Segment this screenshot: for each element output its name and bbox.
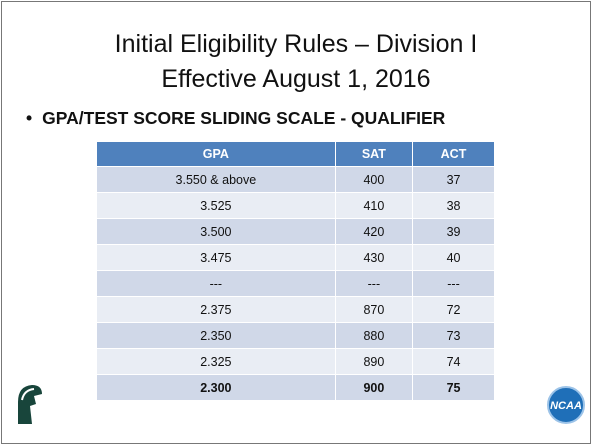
table-cell: 3.475 [96,244,336,271]
column-header: ACT [412,141,495,167]
table-cell: 2.350 [96,322,336,349]
title-line: Effective August 1, 2016 [161,65,431,93]
table-row: 3.500 420 39 [96,218,495,245]
sliding-scale-table: GPA SAT ACT 3.550 & above 400 37 3.525 410 38 3.… [96,141,495,401]
column-header: GPA [96,141,336,167]
table-cell: 37 [412,166,495,193]
table-cell: 890 [334,348,414,375]
table-cell: 400 [334,166,414,193]
table-cell: 3.525 [96,192,336,219]
table-cell: 73 [412,322,495,349]
title-line: Initial Eligibility Rules – Division I [114,30,478,58]
column-header: SAT [334,141,414,167]
table-cell: 39 [412,218,495,245]
table-cell: 410 [334,192,414,219]
header-row: GPA SAT ACT [96,141,495,167]
table-row: 2.350 880 73 [96,322,495,349]
table-cell: 38 [412,192,495,219]
table-row: 2.375 870 72 [96,296,495,323]
table-cell: 430 [334,244,414,271]
ncaa-logo: NCAA [547,386,585,424]
table-cell: 900 [334,374,414,401]
table-body: 3.550 & above 400 37 3.525 410 38 3.500 420 39 3.… [96,166,495,401]
table-row: --- --- --- [96,270,495,297]
svg-text:NCAA: NCAA [550,400,582,412]
table-cell: --- [96,270,336,297]
table-row: 3.525 410 38 [96,192,495,219]
table-cell: 40 [412,244,495,271]
table-cell: 420 [334,218,414,245]
table-cell: 3.550 & above [96,166,336,193]
spartan-logo [18,385,42,424]
table-cell: 72 [412,296,495,323]
table-cell: --- [334,270,414,297]
table-cell: 870 [334,296,414,323]
table-row: 2.300 900 75 [96,374,495,401]
table-cell: --- [412,270,495,297]
table-row: 2.325 890 74 [96,348,495,375]
table-row: 3.550 & above 400 37 [96,166,495,193]
bullet: GPA/TEST SCORE SLIDING SCALE - QUALIFIER [26,108,445,129]
table-cell: 2.375 [96,296,336,323]
table-cell: 74 [412,348,495,375]
table-cell: 3.500 [96,218,336,245]
table-row: 3.475 430 40 [96,244,495,271]
table-cell: 2.300 [96,374,336,401]
table-cell: 75 [412,374,495,401]
table-cell: 2.325 [96,348,336,375]
table-cell: 880 [334,322,414,349]
